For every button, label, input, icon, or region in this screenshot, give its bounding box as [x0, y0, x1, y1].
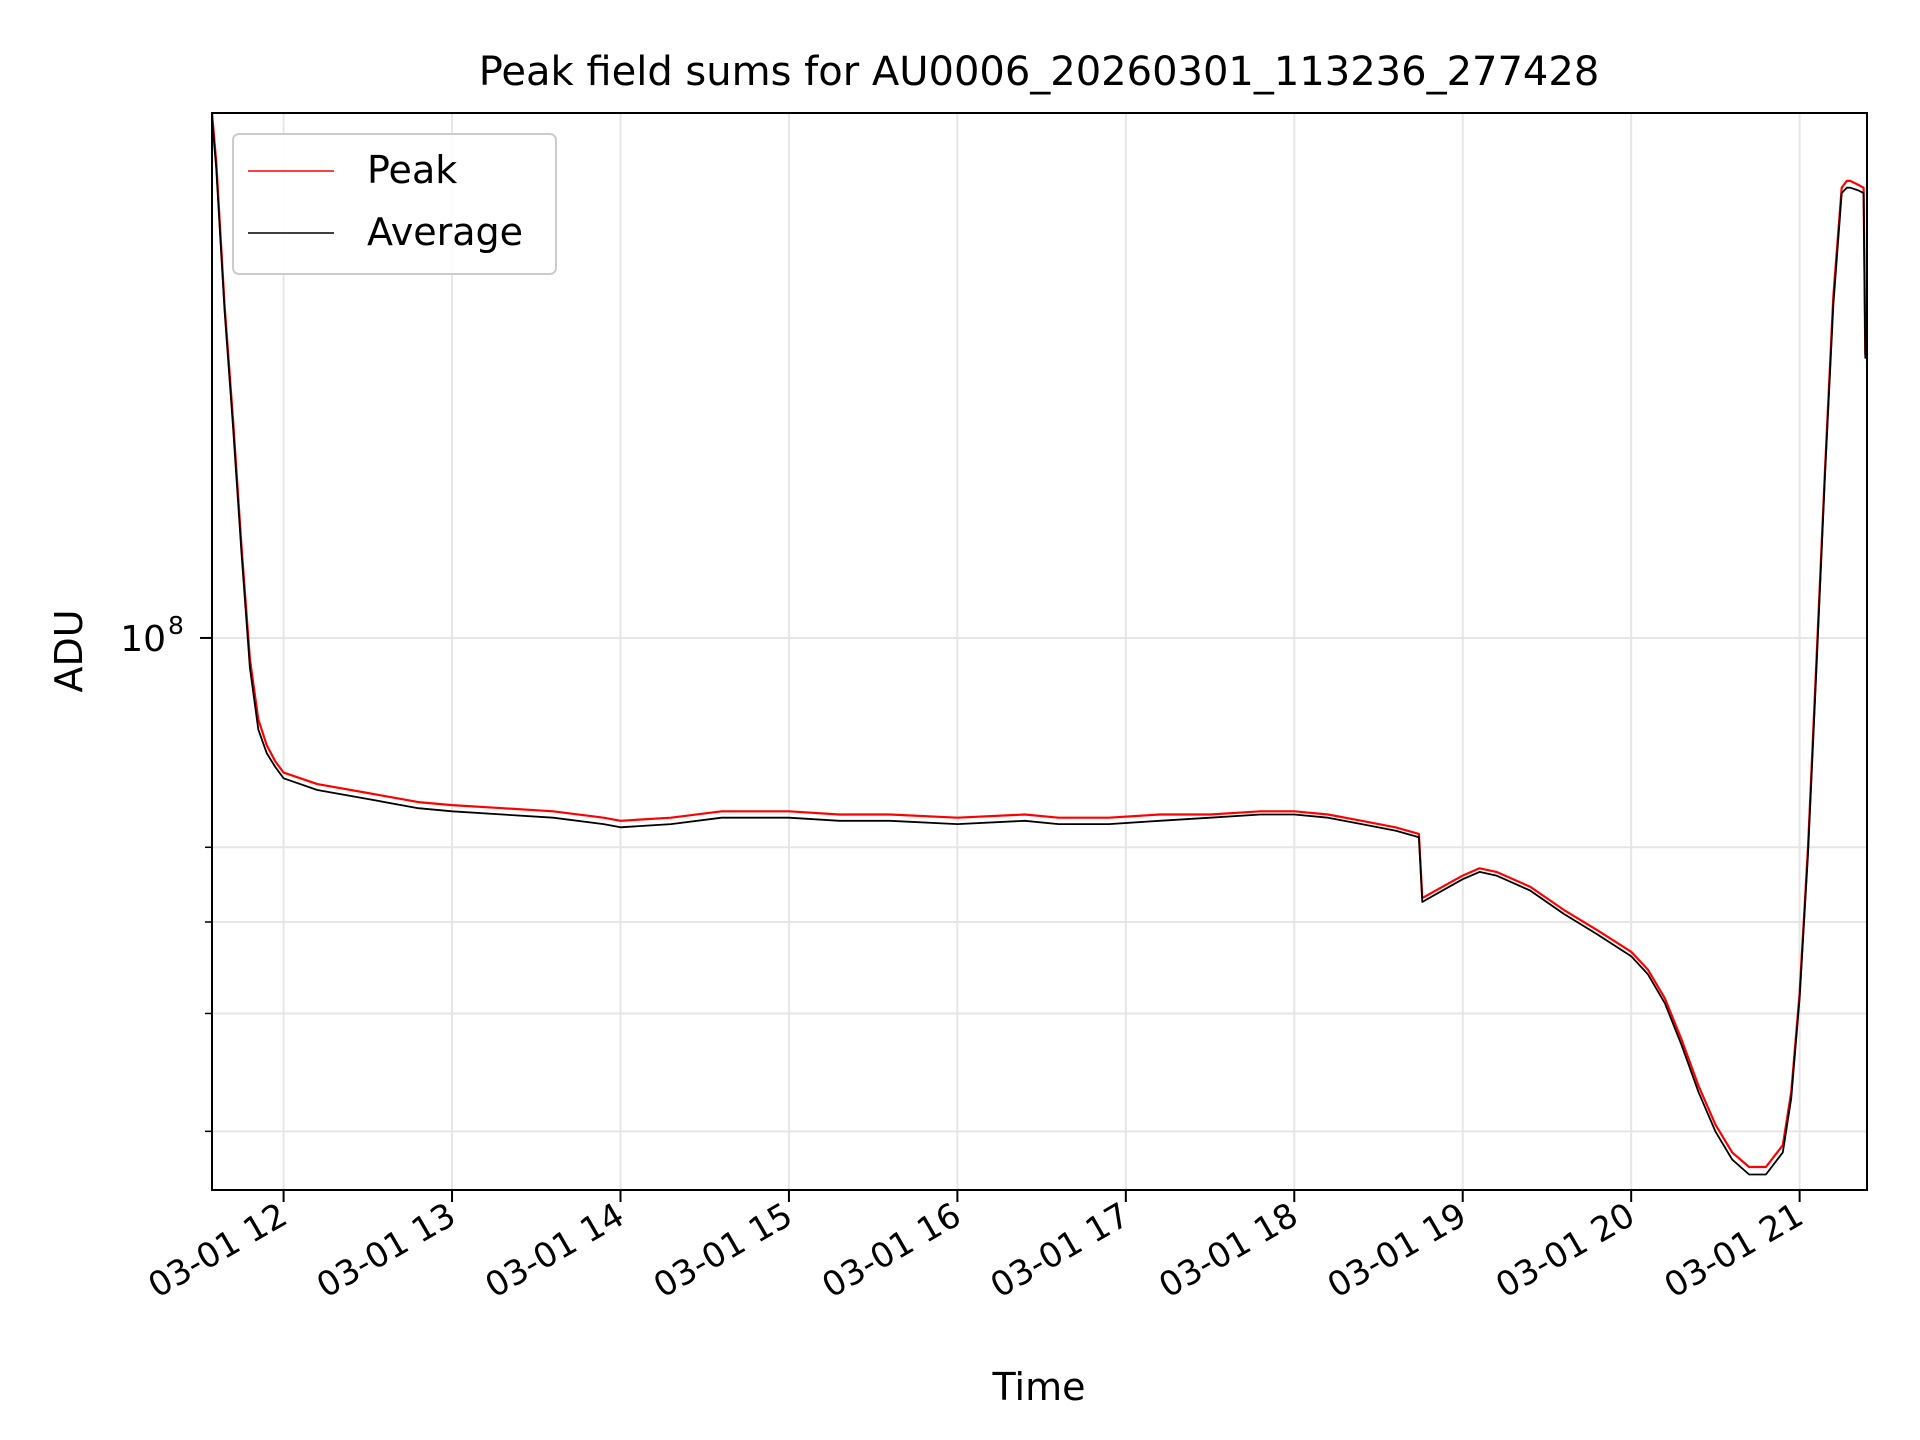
series-line-average — [211, 118, 1868, 1176]
grid-layer — [212, 113, 1867, 1190]
y-tick-label-exponent: 8 — [168, 611, 184, 640]
chart-title: Peak field sums for AU0006_20260301_1132… — [479, 49, 1600, 95]
y-axis-label: ADU — [47, 609, 91, 692]
plot-frame — [211, 112, 1868, 1191]
x-axis-label: Time — [992, 1365, 1086, 1409]
legend: Peak Average — [232, 133, 557, 275]
legend-average-label: Average — [367, 210, 523, 254]
series-layer — [210, 112, 1869, 1176]
y-tick-label: 10 — [120, 619, 166, 660]
y-tick-label-base: 10 — [120, 619, 166, 660]
legend-peak-label: Peak — [367, 148, 457, 192]
legend-box — [232, 133, 557, 275]
